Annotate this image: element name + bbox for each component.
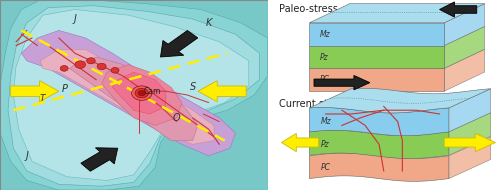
FancyArrow shape: [440, 2, 477, 17]
Polygon shape: [22, 30, 236, 156]
Circle shape: [97, 63, 106, 70]
Text: K: K: [206, 18, 212, 28]
Circle shape: [60, 66, 68, 71]
Polygon shape: [449, 137, 490, 179]
Polygon shape: [112, 72, 166, 114]
FancyArrow shape: [198, 81, 246, 102]
Polygon shape: [0, 0, 268, 190]
Text: J: J: [26, 151, 28, 161]
Polygon shape: [310, 46, 444, 68]
Text: J: J: [74, 14, 76, 24]
Text: Pz: Pz: [320, 52, 329, 62]
Polygon shape: [444, 26, 484, 68]
Polygon shape: [449, 89, 490, 132]
Text: P: P: [62, 84, 67, 94]
Text: S: S: [190, 82, 196, 92]
Polygon shape: [310, 153, 449, 181]
Text: O: O: [172, 113, 180, 123]
Polygon shape: [310, 4, 484, 23]
Polygon shape: [8, 6, 260, 186]
Polygon shape: [310, 23, 444, 46]
Text: Mz: Mz: [320, 30, 331, 39]
Polygon shape: [310, 88, 490, 113]
Polygon shape: [310, 108, 449, 136]
Circle shape: [132, 86, 152, 100]
FancyArrow shape: [282, 133, 319, 152]
Circle shape: [75, 61, 86, 68]
Polygon shape: [40, 49, 214, 144]
Circle shape: [138, 90, 145, 96]
Polygon shape: [310, 68, 444, 91]
Text: PC: PC: [320, 75, 330, 84]
Polygon shape: [444, 49, 484, 91]
FancyArrow shape: [81, 148, 118, 171]
Polygon shape: [310, 130, 449, 158]
FancyArrow shape: [314, 75, 370, 90]
Polygon shape: [70, 57, 198, 141]
Text: Paleo-stress: Paleo-stress: [279, 4, 338, 14]
FancyArrow shape: [444, 133, 496, 152]
Circle shape: [86, 58, 95, 64]
Polygon shape: [444, 4, 484, 46]
Polygon shape: [14, 10, 249, 180]
Circle shape: [111, 67, 119, 73]
Text: Current stress: Current stress: [279, 99, 348, 109]
Text: Mz: Mz: [320, 117, 331, 126]
FancyArrow shape: [160, 31, 198, 57]
Text: Pz: Pz: [320, 140, 329, 149]
Circle shape: [135, 88, 148, 98]
Text: T: T: [40, 94, 46, 103]
Polygon shape: [449, 112, 490, 155]
Text: PC: PC: [320, 163, 330, 172]
Polygon shape: [102, 65, 182, 125]
Polygon shape: [0, 0, 268, 190]
Text: Cam: Cam: [144, 87, 161, 96]
FancyArrow shape: [10, 81, 59, 102]
